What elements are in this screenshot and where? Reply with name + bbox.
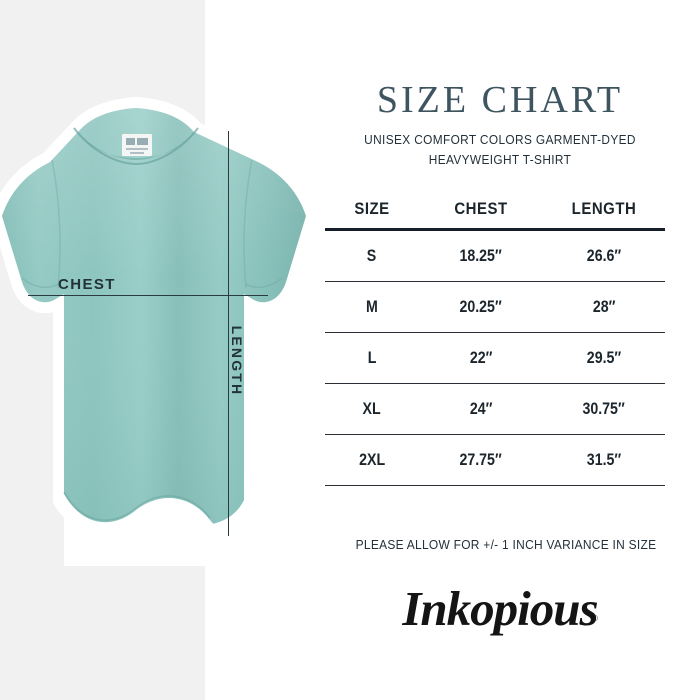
cell-chest: 20.25″ [419, 282, 543, 333]
column-header-size: SIZE [354, 199, 390, 218]
tshirt-photo: CHEST LENGTH [0, 0, 340, 700]
neck-tag-logo [126, 138, 135, 145]
subtitle-line-1: UNISEX COMFORT COLORS GARMENT-DYED [364, 132, 636, 147]
brand-logo: Inkopious ® [360, 578, 640, 648]
cell-chest: 18.25″ [419, 230, 543, 282]
neck-tag-line-1 [126, 148, 148, 150]
table-header: SIZE CHEST LENGTH [325, 190, 665, 230]
table-row: XL 24″ 30.75″ [325, 384, 665, 435]
cell-length: 28″ [543, 282, 665, 333]
cell-size: S [325, 230, 419, 282]
hem-stitch [63, 491, 211, 522]
cell-chest-value: 27.75″ [459, 450, 503, 469]
cell-length-value: 29.5″ [586, 348, 622, 367]
cell-size: XL [325, 384, 419, 435]
cell-chest: 27.75″ [419, 435, 543, 486]
variance-note: PLEASE ALLOW FOR +/- 1 INCH VARIANCE IN … [355, 537, 657, 552]
cell-length: 26.6″ [543, 230, 665, 282]
table-row: M 20.25″ 28″ [325, 282, 665, 333]
cell-size-value: XL [362, 399, 382, 418]
cell-length: 29.5″ [543, 333, 665, 384]
right-sleeve-seam [243, 159, 253, 289]
table-body: S 18.25″ 26.6″ M 20.25″ 28″ L 22″ 29.5″ … [325, 230, 665, 486]
cell-size: L [325, 333, 419, 384]
cell-size-value: L [367, 348, 377, 367]
cell-size-value: M [366, 297, 378, 316]
table-row: L 22″ 29.5″ [325, 333, 665, 384]
cell-size: 2XL [325, 435, 419, 486]
cell-length: 30.75″ [543, 384, 665, 435]
right-cuff [245, 277, 283, 289]
cell-size-value: 2XL [358, 450, 386, 469]
chest-guide-label: CHEST [58, 276, 116, 293]
neck-tag-line-2 [130, 152, 144, 154]
cell-chest-value: 18.25″ [459, 246, 503, 265]
cell-chest-value: 20.25″ [459, 297, 503, 316]
table-row: 2XL 27.75″ 31.5″ [325, 435, 665, 486]
collar-stitch [73, 127, 199, 166]
column-header-length: LENGTH [571, 199, 637, 218]
left-sleeve-seam [51, 159, 61, 289]
length-guide-label: LENGTH [229, 325, 245, 397]
table-header-row: SIZE CHEST LENGTH [325, 190, 665, 230]
shirt-shading [2, 108, 306, 527]
cell-chest-value: 24″ [469, 399, 493, 418]
cell-length-value: 28″ [592, 297, 616, 316]
cell-length: 31.5″ [543, 435, 665, 486]
cell-chest: 24″ [419, 384, 543, 435]
column-header-chest: CHEST [454, 199, 508, 218]
subtitle-line-2: HEAVYWEIGHT T-SHIRT [428, 152, 572, 167]
size-table: SIZE CHEST LENGTH S 18.25″ 26.6″ M 20.25… [325, 190, 665, 486]
table-row: S 18.25″ 26.6″ [325, 230, 665, 282]
left-cuff [21, 277, 59, 289]
size-chart-panel: SIZE CHART UNISEX COMFORT COLORS GARMENT… [320, 0, 700, 700]
cell-length-value: 31.5″ [586, 450, 622, 469]
shirt-hem-cutout [64, 494, 244, 566]
registered-trademark-icon: ® [592, 614, 598, 623]
cell-chest-value: 22″ [469, 348, 493, 367]
product-subtitle: UNISEX COMFORT COLORS GARMENT-DYED HEAVY… [338, 130, 662, 170]
cell-length-value: 26.6″ [586, 246, 622, 265]
tshirt-illustration [0, 97, 316, 566]
cell-size: M [325, 282, 419, 333]
brand-logo-wordmark: Inkopious [402, 581, 598, 636]
cell-length-value: 30.75″ [582, 399, 626, 418]
cell-size-value: S [367, 246, 377, 265]
page-title: SIZE CHART [376, 79, 624, 121]
neck-tag-logo-2 [137, 138, 148, 145]
chest-guide-line [28, 295, 268, 296]
length-guide-line [228, 131, 229, 536]
cell-chest: 22″ [419, 333, 543, 384]
